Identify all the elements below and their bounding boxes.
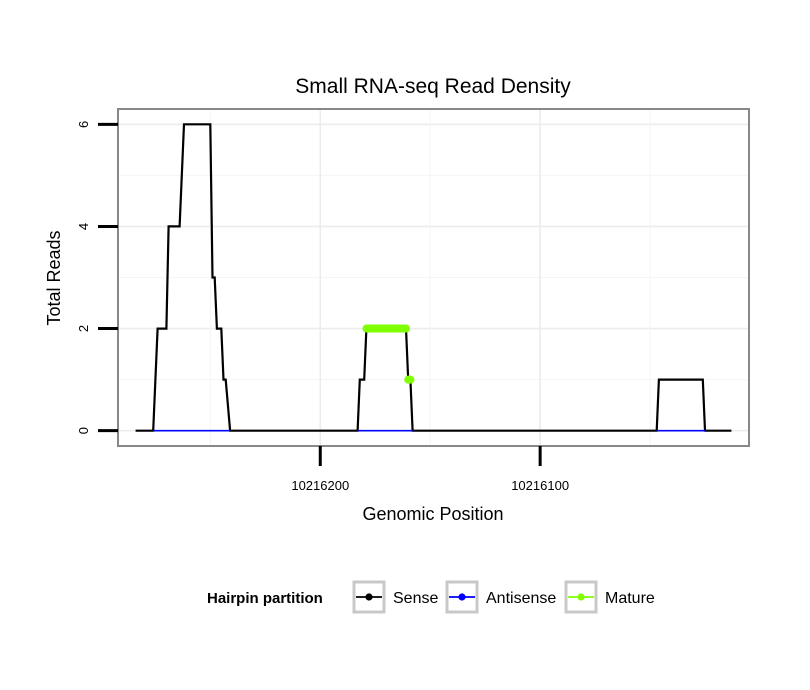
series-layer xyxy=(135,123,732,432)
legend-label: Mature xyxy=(605,590,655,607)
plot-panel-border xyxy=(117,108,750,447)
y-axis: 0 2 4 6 xyxy=(76,121,118,434)
x-tick-label: 10216100 xyxy=(511,478,569,493)
legend-entry-antisense: Antisense xyxy=(445,580,556,614)
x-axis: 10216200 10216100 xyxy=(291,446,569,493)
legend-label: Antisense xyxy=(486,590,556,607)
x-axis-label: Genomic Position xyxy=(362,504,503,524)
x-tick-label: 10216200 xyxy=(291,478,349,493)
legend-entry-sense: Sense xyxy=(352,580,438,614)
legend-entry-mature: Mature xyxy=(564,580,655,614)
legend-key-point xyxy=(458,593,466,601)
legend-key-point xyxy=(365,593,373,601)
series-line-sense xyxy=(135,123,732,432)
y-tick-label: 2 xyxy=(76,325,91,332)
legend-label: Sense xyxy=(393,590,438,607)
y-axis-label: Total Reads xyxy=(44,230,64,325)
legend: Hairpin partition Sense Antisense Mature xyxy=(207,580,655,614)
y-tick-label: 0 xyxy=(76,427,91,434)
chart-title: Small RNA-seq Read Density xyxy=(295,75,571,98)
y-tick-label: 4 xyxy=(76,223,91,230)
legend-key-point xyxy=(577,593,585,601)
gridlines xyxy=(118,109,749,446)
legend-title: Hairpin partition xyxy=(207,590,323,607)
y-tick-label: 6 xyxy=(76,121,91,128)
